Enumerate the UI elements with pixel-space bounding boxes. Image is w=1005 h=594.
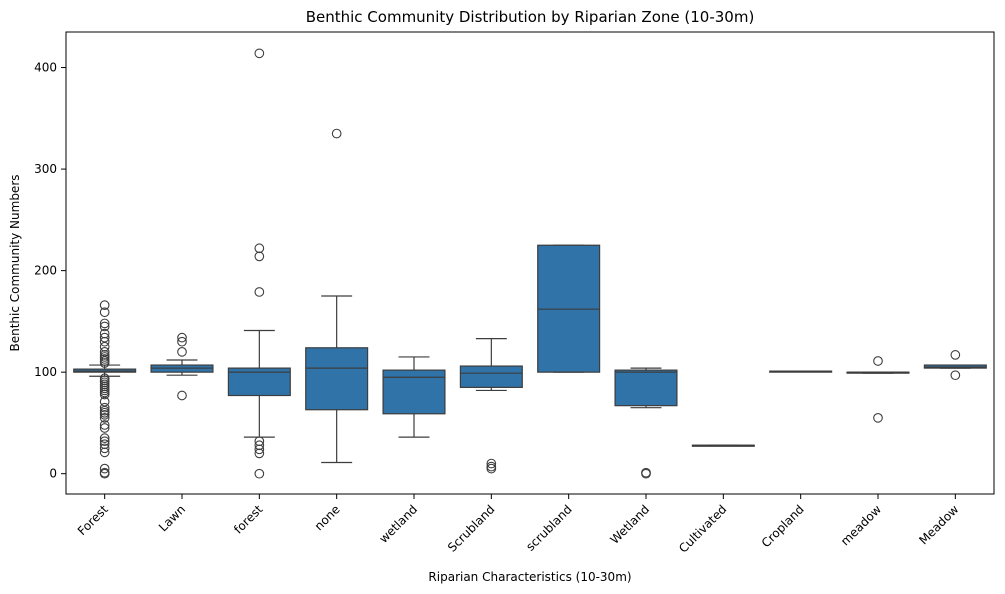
- outlier-point: [254, 444, 265, 455]
- outlier-point: [99, 443, 110, 454]
- outlier-point: [99, 433, 110, 444]
- box-cultivated: [691, 444, 755, 447]
- x-tick-label: none: [312, 502, 343, 533]
- outlier-point: [99, 341, 110, 352]
- box-iqr: [459, 365, 523, 388]
- outlier-point: [99, 389, 110, 400]
- outlier-point: [641, 468, 651, 479]
- box-forest: [73, 300, 137, 479]
- plot-area: [73, 48, 987, 479]
- x-tick-label: meadow: [838, 502, 884, 548]
- x-tick-label: Forest: [75, 502, 111, 538]
- box-scrubland: [537, 244, 601, 373]
- plot-frame: [65, 31, 995, 495]
- outlier-point: [254, 448, 265, 459]
- chart-title: Benthic Community Distribution by Ripari…: [306, 8, 755, 26]
- outlier-point: [99, 423, 110, 433]
- box-forest: [227, 48, 291, 479]
- box-none: [305, 128, 369, 464]
- outlier-point: [486, 458, 497, 469]
- outlier-point: [177, 336, 187, 347]
- outlier-point: [99, 318, 110, 329]
- box-meadow: [923, 350, 987, 381]
- y-axis: 0 100 200 300 400: [34, 61, 66, 481]
- x-tick-label: Scrubland: [445, 502, 498, 555]
- x-tick-label: Lawn: [156, 502, 188, 534]
- outlier-point: [99, 321, 110, 332]
- box-iqr: [305, 347, 369, 411]
- outlier-point: [254, 251, 265, 262]
- outlier-point: [254, 287, 265, 297]
- box-cropland: [769, 370, 833, 373]
- y-axis-label: Benthic Community Numbers: [8, 175, 22, 352]
- outlier-point: [950, 370, 961, 381]
- x-tick-label: wetland: [376, 502, 420, 546]
- x-tick-label: forest: [231, 502, 266, 537]
- outlier-point: [254, 468, 265, 479]
- x-tick-label: Cultivated: [676, 502, 729, 555]
- outlier-point: [99, 358, 110, 368]
- outlier-point: [99, 300, 110, 310]
- outlier-point: [99, 307, 110, 318]
- outlier-point: [99, 402, 110, 413]
- x-axis-label: Riparian Characteristics (10-30m): [428, 570, 631, 584]
- outlier-point: [950, 350, 961, 360]
- outlier-point: [99, 463, 110, 474]
- outlier-point: [99, 409, 110, 420]
- outlier-point: [99, 407, 110, 418]
- y-tick-label: 0: [49, 467, 57, 481]
- y-tick-label: 400: [34, 61, 57, 75]
- x-tick-label: Meadow: [916, 502, 961, 547]
- outlier-point: [331, 128, 342, 139]
- outlier-point: [486, 463, 497, 474]
- y-tick-label: 300: [34, 162, 57, 176]
- outlier-point: [873, 412, 883, 423]
- outlier-point: [177, 346, 187, 357]
- outlier-point: [99, 436, 110, 447]
- outlier-point: [99, 468, 110, 479]
- box-wetland: [382, 356, 446, 438]
- outlier-point: [177, 332, 187, 343]
- outlier-point: [99, 412, 110, 423]
- outlier-point: [99, 336, 110, 347]
- outlier-point: [254, 243, 265, 254]
- box-lawn: [150, 332, 214, 401]
- box-iqr: [614, 369, 678, 407]
- outlier-point: [99, 447, 110, 458]
- box-scrubland: [459, 338, 523, 474]
- outlier-point: [873, 356, 883, 366]
- outlier-point: [99, 420, 110, 430]
- x-tick-label: Wetland: [607, 502, 652, 547]
- outlier-point: [177, 390, 187, 401]
- y-tick-label: 200: [34, 264, 57, 278]
- y-tick-label: 100: [34, 365, 57, 379]
- x-tick-label: Cropland: [759, 502, 807, 550]
- x-tick-label: scrubland: [523, 502, 575, 554]
- box-meadow: [846, 356, 910, 423]
- box-wetland: [614, 367, 678, 479]
- outlier-point: [254, 48, 265, 59]
- x-axis: Forest Lawn forest none wetland Scrubland scru…: [75, 494, 962, 556]
